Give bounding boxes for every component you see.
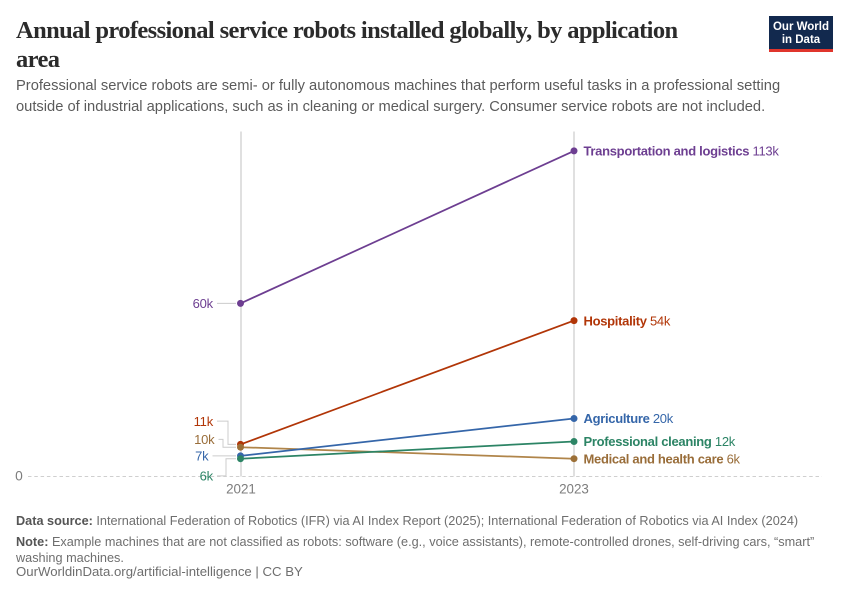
svg-text:6k: 6k xyxy=(200,469,214,484)
svg-text:Professional cleaning 12k: Professional cleaning 12k xyxy=(584,434,736,449)
svg-text:Transportation and logistics 1: Transportation and logistics 113k xyxy=(584,144,780,159)
svg-text:7k: 7k xyxy=(195,449,209,464)
svg-text:2023: 2023 xyxy=(559,481,589,496)
svg-text:11k: 11k xyxy=(194,414,214,429)
svg-text:Medical and health care 6k: Medical and health care 6k xyxy=(584,451,741,466)
svg-text:2021: 2021 xyxy=(226,481,256,496)
svg-text:Hospitality 54k: Hospitality 54k xyxy=(584,313,671,328)
svg-text:0: 0 xyxy=(15,469,23,484)
svg-text:Agriculture 20k: Agriculture 20k xyxy=(584,411,674,426)
svg-text:10k: 10k xyxy=(194,432,215,447)
svg-text:60k: 60k xyxy=(193,296,214,311)
